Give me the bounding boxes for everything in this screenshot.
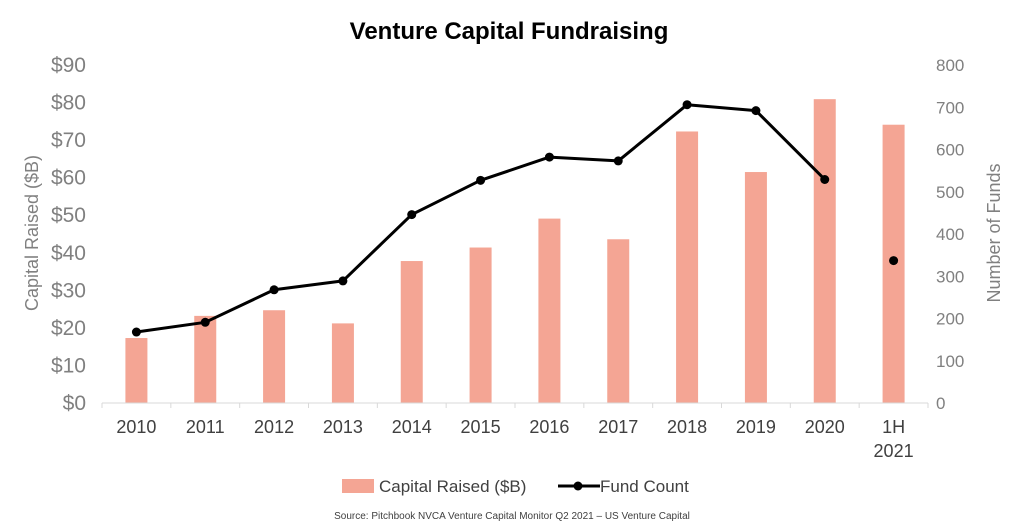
point-fund-count <box>476 175 486 185</box>
plot-layer: $0 $10 $20 $30 $40 $50 $60 $70 $80 $90 0 100 200 300 4… <box>51 54 964 461</box>
x-tick-label: 2012 <box>254 417 294 437</box>
x-tick-label: 2018 <box>667 417 707 437</box>
y2-tick-label: 100 <box>936 352 964 371</box>
legend-marker-fund-count <box>573 481 583 491</box>
y-tick-label: $30 <box>51 279 86 302</box>
x-tick-label: 2016 <box>529 417 569 437</box>
y-tick-label: $60 <box>51 167 86 190</box>
bar-capital-raised <box>125 338 148 403</box>
source-note: Source: Pitchbook NVCA Venture Capital M… <box>334 511 690 522</box>
bar-capital-raised <box>813 99 836 404</box>
y2-tick-label: 700 <box>936 98 964 117</box>
y2-tick-label: 500 <box>936 183 964 202</box>
point-fund-count <box>269 285 279 295</box>
bar-capital-raised <box>469 247 492 403</box>
point-fund-count <box>820 174 830 184</box>
bar-capital-raised <box>331 323 354 403</box>
x-tick-label: 2021 <box>874 441 914 461</box>
y-tick-label: $80 <box>51 92 86 115</box>
x-tick-label: 2014 <box>392 417 432 437</box>
bar-capital-raised <box>676 131 699 403</box>
y-tick-label: $90 <box>51 54 86 77</box>
legend-label-capital: Capital Raised ($B) <box>379 477 526 496</box>
point-fund-count <box>889 256 899 266</box>
point-fund-count <box>131 327 141 337</box>
point-fund-count <box>407 210 417 220</box>
bar-capital-raised <box>744 172 767 403</box>
y2-tick-label: 400 <box>936 225 964 244</box>
x-tick-label: 2017 <box>598 417 638 437</box>
legend: Capital Raised ($B) Fund Count <box>342 477 689 496</box>
point-fund-count <box>544 152 554 162</box>
point-fund-count <box>751 106 761 116</box>
bar-capital-raised <box>607 239 630 403</box>
x-tick-label: 2011 <box>186 417 225 437</box>
y2-tick-label: 0 <box>936 394 945 413</box>
y2-tick-label: 600 <box>936 141 964 160</box>
x-tick-label: 1H <box>882 417 905 437</box>
point-fund-count <box>682 100 692 110</box>
y2-tick-label: 800 <box>936 56 964 75</box>
bar-capital-raised <box>400 261 423 403</box>
y-tick-label: $50 <box>51 204 86 227</box>
legend-label-fund-count: Fund Count <box>600 477 689 496</box>
bar-capital-raised <box>263 310 286 403</box>
x-tick-label: 2013 <box>323 417 363 437</box>
bar-capital-raised <box>194 315 217 403</box>
y-tick-label: $0 <box>63 392 86 415</box>
chart-title: Venture Capital Fundraising <box>350 18 669 45</box>
y2-tick-label: 200 <box>936 310 964 329</box>
x-tick-label: 2015 <box>461 417 501 437</box>
y2-tick-label: 300 <box>936 267 964 286</box>
x-tick-label: 2019 <box>736 417 776 437</box>
bar-capital-raised <box>538 218 561 403</box>
y-tick-label: $20 <box>51 317 86 340</box>
point-fund-count <box>200 317 210 327</box>
legend-swatch-capital <box>342 479 374 493</box>
x-tick-label: 2010 <box>116 417 156 437</box>
y-tick-label: $40 <box>51 242 86 265</box>
point-fund-count <box>338 276 348 286</box>
x-tick-label: 2020 <box>805 417 845 437</box>
point-fund-count <box>613 156 623 166</box>
y-tick-label: $70 <box>51 129 86 152</box>
y2-axis-label: Number of Funds <box>984 163 1004 302</box>
y-axis-label: Capital Raised ($B) <box>22 155 42 311</box>
y-tick-label: $10 <box>51 354 86 377</box>
